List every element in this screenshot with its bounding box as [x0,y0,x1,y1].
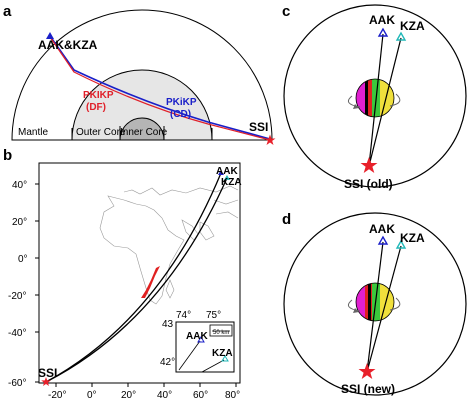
y-tick-0: 40° [12,180,27,191]
y-tick-1: 20° [12,217,27,228]
rotation-arrowhead-c [353,104,359,109]
ray-c-kza [368,37,402,167]
panel-c-source-label: SSI (old) [344,177,393,191]
inset-y-tick-0: 43 [162,319,174,330]
panel-d-label: d [282,211,291,228]
ray-d-kza [366,245,402,373]
inset-y-tick-1: 42° [160,357,175,368]
layer-label-outer-core: Outer Core [76,127,126,138]
station-kza-b [224,175,230,180]
panel-c: c AAK KZA SSI (old) [282,3,467,191]
panel-a-station-label: AAK&KZA [38,38,98,52]
inset-aak-label: AAK [186,331,208,342]
phase-cd-code: (CD) [170,109,191,120]
phase-cd-name: PKiKP [166,97,197,108]
piercing-segment [141,266,160,298]
inset-scale-box [209,324,233,337]
coastlines [99,185,239,305]
station-triangle-a [46,32,54,39]
map-station-aak-label: AAK [216,166,238,177]
inset-path-kza [201,359,225,373]
inset-kza-label: KZA [212,348,233,359]
x-tick-0: -20° [48,390,66,401]
y-tick-5: -60° [8,378,26,389]
ray-path-df [49,36,271,141]
x-tick-2: 20° [121,390,136,401]
y-tick-4: -40° [8,328,26,339]
inset-x-tick-0: 74° [176,310,191,321]
map-x-axis: -20° 0° 20° 40° 60° 80° [48,383,240,401]
panel-d: d AAK KZA SSI (new) [282,211,467,396]
layer-label-mantle: Mantle [18,127,48,138]
station-aak-b [218,170,224,175]
layer-label-inner-core: Inner Core [120,127,168,138]
y-tick-2: 0° [18,254,28,265]
ray-path-cd [49,35,271,140]
station-aak-c [377,27,389,37]
inner-core-outline-d [355,282,395,322]
station-kza-d [395,239,407,249]
panel-a: a AAK&KZA SSI PKIKP (DF) PKiKP (CD) Mant… [3,3,276,145]
inner-core-shell [119,117,165,141]
panel-c-kza-label: KZA [400,19,425,33]
inset-path-aak [178,340,201,371]
map-source-label: SSI [38,366,57,380]
panel-a-source-label: SSI [249,120,268,134]
map-station-kza-label: KZA [221,177,242,188]
panel-d-kza-label: KZA [400,231,425,245]
panel-c-aak-label: AAK [369,13,395,27]
inset-map: 74° 75° 43 42° 50 km AAK KZA [160,310,235,373]
great-circle-aak [45,172,222,383]
ray-c-aak [368,33,384,167]
phase-df-name: PKIKP [83,90,114,101]
inset-station-aak [197,336,205,343]
x-tick-5: 80° [225,390,240,401]
source-star-a [264,134,276,145]
panel-d-source-label: SSI (new) [341,382,395,396]
x-tick-3: 40° [157,390,172,401]
inner-core-outline-c [355,78,395,118]
source-star-d [358,363,376,379]
panel-d-aak-label: AAK [369,222,395,236]
phase-df-code: (DF) [86,102,106,113]
inset-station-kza [221,355,229,362]
map-y-axis: 40° 20° 0° -20° -40° -60° [8,180,39,389]
station-kza-c [395,31,407,41]
inset-scale-label: 50 km [213,330,229,336]
x-tick-4: 60° [193,390,208,401]
panel-c-label: c [282,3,290,20]
rotation-arrowhead-d [353,308,359,313]
great-circle-kza [45,177,228,383]
x-tick-1: 0° [87,390,97,401]
panel-b: b AAK KZA SSI -2 [3,147,242,401]
source-star-c [360,157,378,173]
panel-b-label: b [3,147,12,164]
y-tick-3: -20° [8,291,26,302]
inset-x-tick-1: 75° [206,310,221,321]
ray-d-aak [366,241,384,373]
source-star-b [41,377,51,386]
station-aak-d [377,235,389,245]
panel-a-label: a [3,3,12,20]
